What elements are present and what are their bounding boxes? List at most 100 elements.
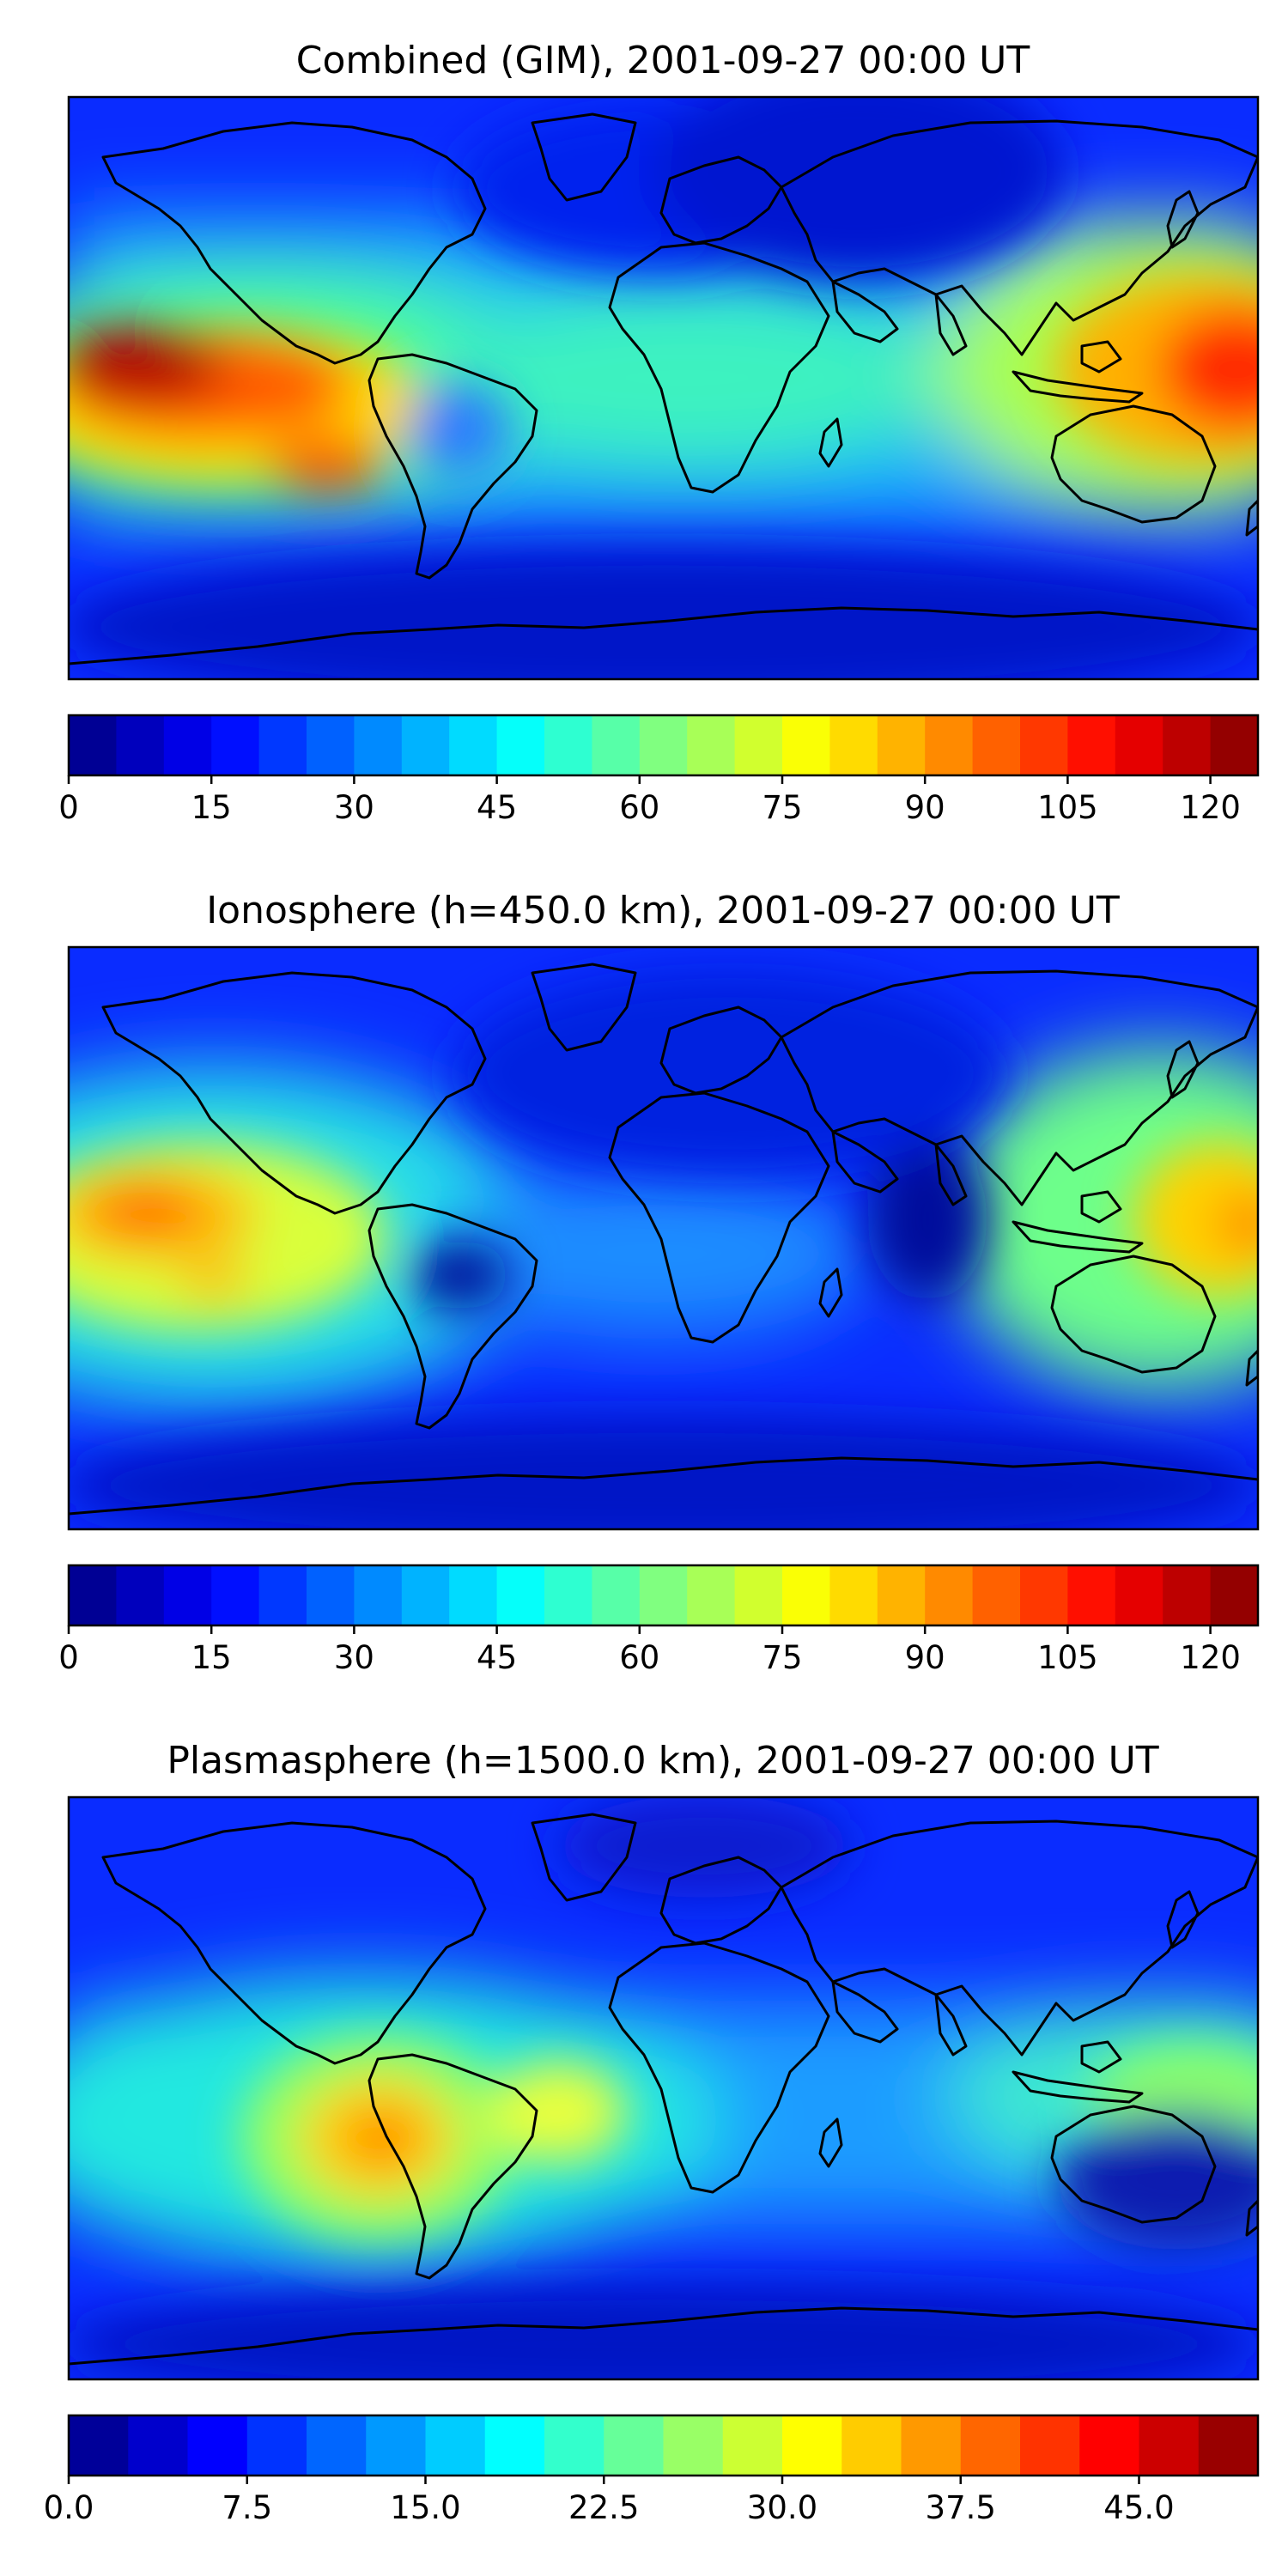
colorbar-tick-label: 75 bbox=[762, 1639, 802, 1676]
colorbar-segment bbox=[734, 715, 783, 775]
map-field bbox=[69, 947, 1258, 1529]
colorbar-frame bbox=[67, 2414, 1260, 2477]
colorbar-segment bbox=[972, 1565, 1021, 1625]
colorbar-segment bbox=[925, 715, 974, 775]
colorbar-tick-label: 120 bbox=[1180, 789, 1241, 826]
colorbar-segment bbox=[425, 2415, 486, 2476]
colorbar: 0.0 7.5 15.0 22.5 30.0 37.5 45.0 bbox=[44, 2414, 1260, 2526]
colorbar-tick-label: 22.5 bbox=[568, 2489, 639, 2526]
colorbar-segment bbox=[258, 1565, 307, 1625]
colorbar-segment bbox=[128, 2415, 189, 2476]
colorbar-segment bbox=[496, 1565, 545, 1625]
colorbar-segment bbox=[1020, 2415, 1080, 2476]
map-frame bbox=[67, 95, 1260, 681]
colorbar-tick-label: 105 bbox=[1037, 789, 1098, 826]
colorbar-segment bbox=[592, 715, 641, 775]
colorbar-segment bbox=[366, 2415, 427, 2476]
colorbar-segment bbox=[639, 715, 688, 775]
colorbar-segment bbox=[877, 715, 926, 775]
colorbar-segment bbox=[782, 2415, 842, 2476]
panel-title: Ionosphere (h=450.0 km), 2001-09-27 00:0… bbox=[206, 889, 1120, 933]
colorbar-tick-label: 7.5 bbox=[222, 2489, 272, 2526]
colorbar-tick-label: 15 bbox=[191, 789, 232, 826]
colorbar-tick-label: 0 bbox=[58, 1639, 79, 1676]
colorbar-segment bbox=[354, 1565, 403, 1625]
colorbar-segment bbox=[1198, 2415, 1259, 2476]
colorbar-segment bbox=[187, 2415, 248, 2476]
colorbar-segment bbox=[211, 715, 260, 775]
colorbar-segment bbox=[544, 2415, 605, 2476]
colorbar-tick-label: 90 bbox=[905, 1639, 945, 1676]
colorbar-segment bbox=[449, 1565, 498, 1625]
colorbar-segment bbox=[1115, 715, 1163, 775]
colorbar-tick-label: 45.0 bbox=[1103, 2489, 1174, 2526]
colorbar-segment bbox=[901, 2415, 962, 2476]
colorbar-segment bbox=[69, 2415, 129, 2476]
colorbar-segment bbox=[258, 715, 307, 775]
colorbar-tick-label: 0.0 bbox=[44, 2489, 94, 2526]
colorbar-segment bbox=[687, 715, 736, 775]
colorbar-segment bbox=[246, 2415, 307, 2476]
colorbar-frame bbox=[67, 1564, 1260, 1627]
colorbar-tick-label: 90 bbox=[905, 789, 945, 826]
colorbar-segment bbox=[925, 1565, 974, 1625]
colorbar-segment bbox=[401, 715, 450, 775]
colorbar-segment bbox=[663, 2415, 724, 2476]
colorbar-segment bbox=[639, 1565, 688, 1625]
colorbar-segment bbox=[401, 1565, 450, 1625]
colorbar-segment bbox=[1067, 715, 1116, 775]
colorbar-segment bbox=[972, 715, 1021, 775]
colorbar-tick-label: 60 bbox=[619, 789, 659, 826]
colorbar-segment bbox=[211, 1565, 260, 1625]
colorbar-segment bbox=[1210, 715, 1259, 775]
colorbar: 0 15 30 45 60 75 90 105 120 bbox=[58, 714, 1260, 826]
colorbar-segment bbox=[829, 1565, 878, 1625]
colorbar-segment bbox=[544, 1565, 592, 1625]
colorbar-segment bbox=[307, 2415, 367, 2476]
colorbar-segment bbox=[69, 1565, 117, 1625]
panel-ionosphere: Ionosphere (h=450.0 km), 2001-09-27 00:0… bbox=[58, 889, 1260, 1676]
colorbar-segment bbox=[604, 2415, 665, 2476]
colorbar-segment bbox=[960, 2415, 1021, 2476]
colorbar-segment bbox=[1020, 715, 1068, 775]
colorbar-tick-label: 60 bbox=[619, 1639, 659, 1676]
colorbar-segment bbox=[354, 715, 403, 775]
colorbar-segment bbox=[449, 715, 498, 775]
colorbar-segment bbox=[307, 715, 355, 775]
colorbar-segment bbox=[496, 715, 545, 775]
colorbar-segment bbox=[1210, 1565, 1259, 1625]
colorbar-segment bbox=[687, 1565, 736, 1625]
colorbar-tick-label: 15.0 bbox=[390, 2489, 460, 2526]
colorbar-segment bbox=[782, 715, 830, 775]
colorbar-segment bbox=[484, 2415, 545, 2476]
colorbar-segment bbox=[163, 1565, 212, 1625]
colorbar-segment bbox=[1163, 715, 1212, 775]
colorbar-segment bbox=[1139, 2415, 1200, 2476]
panel-title: Plasmasphere (h=1500.0 km), 2001-09-27 0… bbox=[167, 1739, 1158, 1783]
colorbar-segment bbox=[592, 1565, 641, 1625]
colorbar-tick-label: 45 bbox=[477, 789, 517, 826]
colorbar-segment bbox=[1163, 1565, 1212, 1625]
map-field bbox=[69, 97, 1258, 679]
colorbar-segment bbox=[1079, 2415, 1140, 2476]
colorbar-tick-label: 45 bbox=[477, 1639, 517, 1676]
colorbar-tick-label: 75 bbox=[762, 789, 802, 826]
colorbar-segment bbox=[722, 2415, 783, 2476]
map-frame bbox=[67, 945, 1260, 1531]
colorbar-tick-label: 120 bbox=[1180, 1639, 1241, 1676]
colorbar-segment bbox=[1115, 1565, 1163, 1625]
colorbar-segment bbox=[116, 1565, 165, 1625]
colorbar-segment bbox=[734, 1565, 783, 1625]
map-frame bbox=[67, 1795, 1260, 2381]
panel-plasmasphere: Plasmasphere (h=1500.0 km), 2001-09-27 0… bbox=[44, 1739, 1260, 2526]
colorbar-tick-label: 0 bbox=[58, 789, 79, 826]
colorbar-segment bbox=[163, 715, 212, 775]
colorbar-segment bbox=[307, 1565, 355, 1625]
map-field bbox=[69, 1797, 1258, 2379]
colorbar: 0 15 30 45 60 75 90 105 120 bbox=[58, 1564, 1260, 1676]
colorbar-tick-label: 30 bbox=[334, 1639, 374, 1676]
colorbar-tick-label: 30 bbox=[334, 789, 374, 826]
colorbar-segment bbox=[841, 2415, 902, 2476]
colorbar-segment bbox=[829, 715, 878, 775]
